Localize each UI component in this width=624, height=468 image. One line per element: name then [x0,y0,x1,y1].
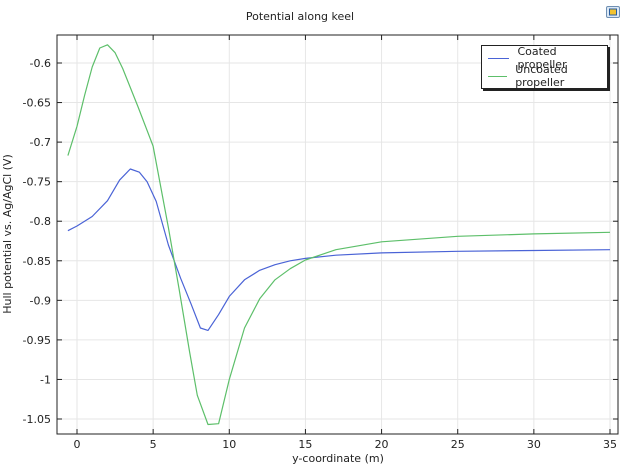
chart-title: Potential along keel [245,10,355,23]
y-tick-label: -1.05 [23,413,51,426]
x-tick-label: 10 [222,438,236,451]
x-tick-label: 15 [298,438,312,451]
legend-swatch-uncoated [488,75,508,77]
legend-item-uncoated: Uncoated propeller [482,63,607,89]
y-tick-label: -0.9 [30,294,51,307]
legend-swatch-coated [488,57,510,59]
x-tick-label: 20 [375,438,389,451]
x-tick-label: 35 [603,438,617,451]
y-tick-label: -0.7 [30,136,51,149]
y-tick-label: -0.75 [23,176,51,189]
legend-label-coated: Coated propeller [517,45,567,71]
image-export-icon[interactable] [606,6,620,18]
axis-ticks: 0 5 10 15 20 25 30 35 -0.6 -0.65 -0.7 -0.75 -0.8 -0.8… [23,35,618,451]
grid-lines [57,35,618,434]
y-tick-label: -0.6 [30,57,51,70]
y-tick-label: -0.85 [23,255,51,268]
plot-frame [56,34,619,435]
series-uncoated-propeller [67,44,611,426]
x-axis-label: y-coordinate (m) [292,452,384,465]
y-axis-label: Hull potential vs. Ag/AgCl (V) [1,154,14,314]
x-tick-label: 30 [527,438,541,451]
legend-label-uncoated: Uncoated propeller [515,63,568,89]
data-series [67,44,611,426]
y-tick-label: -0.95 [23,334,51,347]
legend: Coated propeller Uncoated propeller [481,45,608,89]
y-tick-label: -0.65 [23,97,51,110]
y-tick-label: -0.8 [30,215,51,228]
y-tick-label: -1 [40,373,51,386]
x-tick-label: 25 [451,438,465,451]
series-coated-propeller [67,168,611,331]
legend-item-coated: Coated propeller [482,45,607,71]
x-tick-label: 0 [74,438,81,451]
x-tick-label: 5 [150,438,157,451]
